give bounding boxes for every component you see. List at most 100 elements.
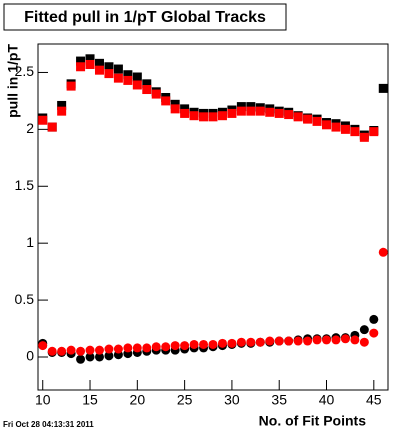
circle-marker xyxy=(57,346,67,356)
square-marker xyxy=(94,58,104,68)
square-marker xyxy=(113,73,123,83)
square-marker xyxy=(284,110,294,120)
square-marker xyxy=(38,115,48,125)
square-marker xyxy=(104,69,114,79)
square-marker xyxy=(170,104,180,114)
square-marker xyxy=(359,132,369,142)
circle-marker xyxy=(123,343,133,353)
square-marker xyxy=(151,89,161,99)
chart-title: Fitted pull in 1/pT Global Tracks xyxy=(24,9,266,26)
square-marker xyxy=(340,124,350,134)
circle-marker xyxy=(199,339,209,349)
y-tick-label: 1.5 xyxy=(15,177,35,193)
circle-marker xyxy=(85,352,95,362)
square-marker xyxy=(94,65,104,75)
square-marker xyxy=(246,106,256,116)
circle-marker xyxy=(104,344,114,354)
square-marker xyxy=(180,108,190,118)
y-tick-label: 2 xyxy=(26,120,34,136)
circle-marker xyxy=(151,342,161,352)
x-tick-label: 30 xyxy=(224,392,240,408)
circle-marker xyxy=(246,337,256,347)
circle-marker xyxy=(66,345,76,355)
square-marker xyxy=(236,102,246,112)
square-marker xyxy=(246,102,256,112)
x-tick-label: 25 xyxy=(177,392,193,408)
square-marker xyxy=(113,64,123,74)
square-marker xyxy=(265,107,275,117)
square-marker xyxy=(312,116,322,126)
circle-marker xyxy=(113,344,123,354)
square-marker xyxy=(132,72,142,82)
circle-marker xyxy=(208,339,218,349)
circle-marker xyxy=(76,354,86,364)
circle-marker xyxy=(104,351,114,361)
x-tick-label: 35 xyxy=(271,392,287,408)
circle-marker xyxy=(369,328,379,338)
circle-marker xyxy=(236,337,246,347)
circle-marker xyxy=(180,341,190,351)
square-marker xyxy=(208,112,218,122)
circle-marker xyxy=(274,336,284,346)
square-marker xyxy=(180,104,190,114)
square-marker xyxy=(255,106,265,116)
circle-marker xyxy=(94,345,104,355)
circle-marker xyxy=(369,314,379,324)
square-marker xyxy=(170,99,180,109)
square-marker xyxy=(227,108,237,118)
square-marker xyxy=(199,112,209,122)
square-marker xyxy=(57,100,67,110)
square-marker xyxy=(76,56,86,66)
square-marker xyxy=(47,122,57,132)
x-tick-label: 40 xyxy=(319,392,335,408)
circle-marker xyxy=(161,342,171,352)
circle-marker xyxy=(170,341,180,351)
circle-marker xyxy=(227,338,237,348)
x-tick-label: 45 xyxy=(366,392,382,408)
circle-marker xyxy=(340,334,350,344)
x-tick-label: 15 xyxy=(82,392,98,408)
square-marker xyxy=(350,127,360,137)
square-marker xyxy=(303,114,313,124)
y-tick-label: 1 xyxy=(26,234,34,250)
square-marker xyxy=(189,111,199,121)
circle-marker xyxy=(265,336,275,346)
square-marker xyxy=(378,83,388,93)
circle-marker xyxy=(76,346,86,356)
footer: Fri Oct 28 04:13:31 2011 xyxy=(3,420,94,429)
square-marker xyxy=(104,62,114,72)
square-marker xyxy=(217,111,227,121)
square-marker xyxy=(161,96,171,106)
square-marker xyxy=(322,120,332,130)
square-marker xyxy=(85,59,95,69)
circle-marker xyxy=(255,337,265,347)
circle-marker xyxy=(293,336,303,346)
circle-marker xyxy=(132,343,142,353)
y-tick-label: 0.5 xyxy=(15,291,35,307)
square-marker xyxy=(123,70,133,80)
square-marker xyxy=(293,112,303,122)
circle-marker xyxy=(94,352,104,362)
square-marker xyxy=(236,106,246,116)
circle-marker xyxy=(378,247,388,257)
circle-marker xyxy=(350,335,360,345)
y-tick-label: 0 xyxy=(26,348,34,364)
y-axis-label: pull in 1/pT xyxy=(5,44,21,118)
circle-marker xyxy=(38,341,48,351)
circle-marker xyxy=(359,325,369,335)
y-tick-label: 2.5 xyxy=(15,63,35,79)
square-marker xyxy=(274,108,284,118)
circle-marker xyxy=(189,339,199,349)
circle-marker xyxy=(312,335,322,345)
circle-marker xyxy=(142,343,152,353)
circle-marker xyxy=(85,345,95,355)
plot-frame xyxy=(37,43,389,391)
square-marker xyxy=(369,127,379,137)
circle-marker xyxy=(284,336,294,346)
square-marker xyxy=(142,85,152,95)
square-marker xyxy=(142,79,152,89)
square-marker xyxy=(331,122,341,132)
circle-marker xyxy=(303,336,313,346)
x-axis-label: No. of Fit Points xyxy=(259,413,367,429)
